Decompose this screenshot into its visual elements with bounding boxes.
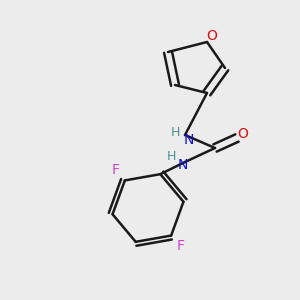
Text: N: N xyxy=(184,133,194,147)
Text: O: O xyxy=(238,127,248,141)
Text: F: F xyxy=(176,239,184,253)
Text: N: N xyxy=(178,158,188,172)
Text: H: H xyxy=(170,127,180,140)
Text: O: O xyxy=(207,29,218,43)
Text: F: F xyxy=(112,163,120,177)
Text: H: H xyxy=(166,149,176,163)
